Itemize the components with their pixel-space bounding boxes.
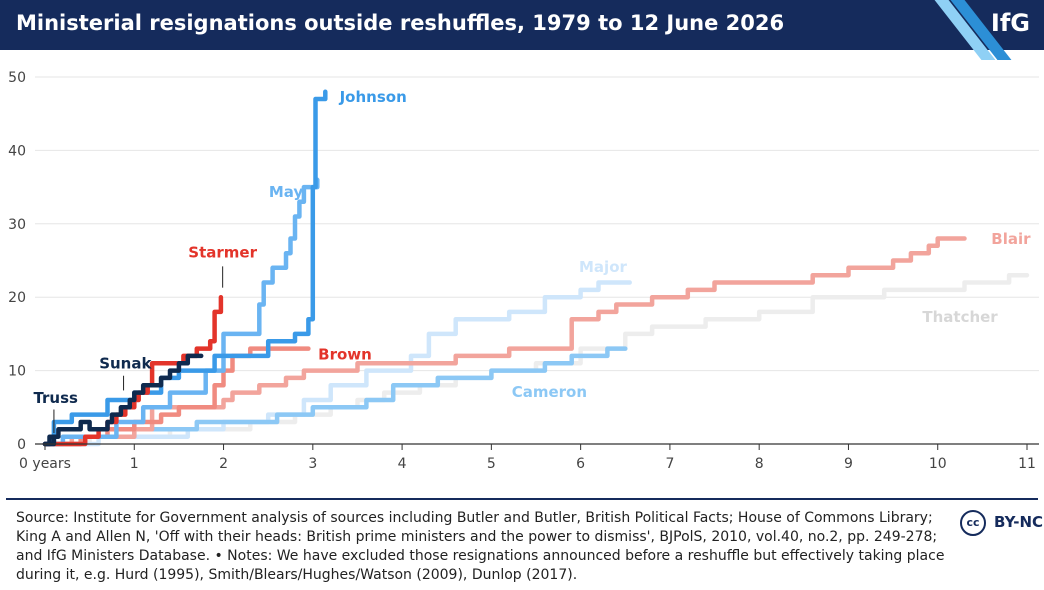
header-bar: Ministerial resignations outside reshuff… — [0, 0, 1044, 60]
chart-series — [42, 89, 1030, 447]
x-tick-label: 11 — [1018, 456, 1036, 472]
x-tick-label: 3 — [308, 456, 317, 472]
series-line-may — [42, 177, 320, 447]
series-line-sunak — [42, 353, 204, 447]
x-tick-label: 5 — [487, 456, 496, 472]
y-tick-label: 10 — [8, 364, 26, 380]
y-tick-label: 0 — [17, 437, 26, 453]
series-line-thatcher — [42, 272, 1030, 447]
series-line-major — [42, 280, 632, 447]
x-tick-label: 10 — [929, 456, 947, 472]
series-label-blair: Blair — [991, 230, 1031, 248]
x-tick-label: 9 — [844, 456, 853, 472]
chart-grid — [35, 76, 1039, 372]
x-tick-label: 8 — [755, 456, 764, 472]
chart-axes: 0 10 20 30 40 50 0 years 1 2 3 4 5 6 7 8 9 10 11 — [8, 70, 1039, 472]
y-tick-label: 20 — [8, 290, 26, 306]
resignations-chart: 0 10 20 30 40 50 0 years 1 2 3 4 5 6 7 8 9 10 11 Johnson M… — [8, 70, 1039, 472]
series-label-truss: Truss — [33, 389, 78, 407]
series-label-sunak: Sunak — [99, 354, 152, 372]
source-notes: Source: Institute for Government analysi… — [16, 510, 945, 583]
x-tick-label: 4 — [398, 456, 407, 472]
x-tick-label: 2 — [219, 456, 228, 472]
series-line-johnson — [42, 89, 328, 447]
x-tick-label: 0 years — [19, 456, 71, 472]
chart-series-labels: Johnson May Starmer Brown Sunak Truss Major Cam… — [33, 88, 1031, 433]
cc-license-icon[interactable]: cc — [960, 510, 986, 536]
series-label-brown: Brown — [318, 345, 372, 363]
series-label-may: May — [269, 183, 304, 201]
series-label-cameron: Cameron — [512, 383, 587, 401]
series-label-major: Major — [579, 258, 627, 276]
x-tick-label: 1 — [130, 456, 139, 472]
x-tick-label: 6 — [576, 456, 585, 472]
series-label-thatcher: Thatcher — [922, 308, 998, 326]
series-label-starmer: Starmer — [188, 243, 257, 261]
y-tick-label: 30 — [8, 217, 26, 233]
series-line-blair — [42, 236, 967, 447]
license-label[interactable]: BY-NC — [994, 513, 1044, 531]
footer-divider — [6, 498, 1038, 500]
y-tick-label: 40 — [8, 143, 26, 159]
y-tick-label: 50 — [8, 70, 26, 86]
ifg-logo: IfG — [990, 9, 1030, 37]
series-label-johnson: Johnson — [339, 88, 407, 106]
page-title: Ministerial resignations outside reshuff… — [16, 11, 785, 35]
x-tick-label: 7 — [665, 456, 674, 472]
